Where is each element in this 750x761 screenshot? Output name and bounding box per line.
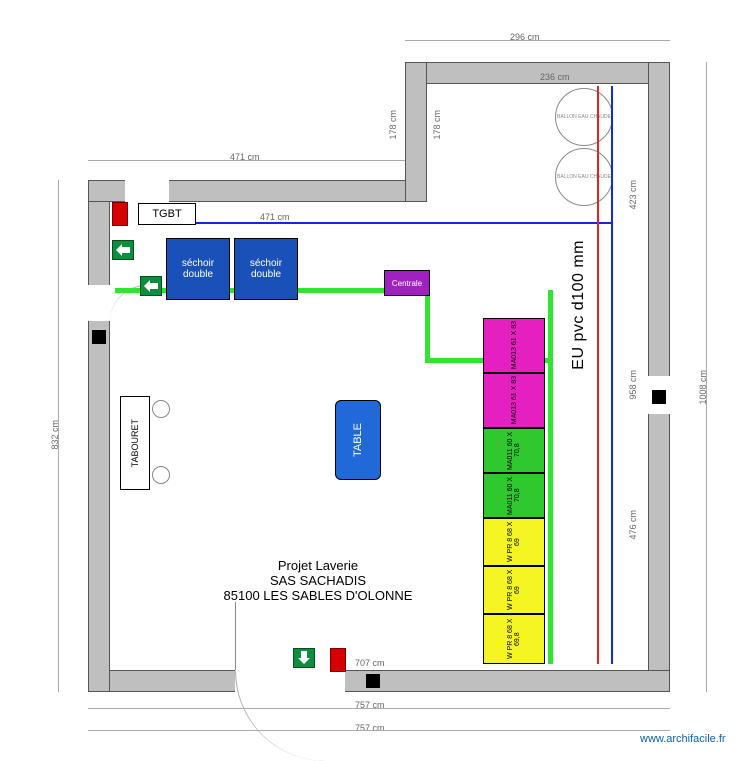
machine-pink-2-label: MA013 61 X 83 [511,376,518,424]
table-label: TABLE [352,423,364,457]
wall-top-right [405,62,670,84]
dim-757b: 757 cm [355,723,385,733]
machine-green-1: MA011 60 X 70,8 [483,428,545,473]
dim-line-left [58,180,59,692]
machine-yellow-3-label: W PR 8 68 X 69,8 [507,615,521,663]
dim-236: 236 cm [540,72,570,82]
table-box: TABLE [335,400,381,480]
exit-sign-1 [112,240,134,260]
door-gap-left [87,285,111,321]
centrale-box: Centrale [384,270,430,296]
title-block: Projet Laverie SAS SACHADIS 85100 LES SA… [198,558,438,603]
archifacile-link[interactable]: www.archifacile.fr [640,733,726,745]
machine-yellow-2: W PR 8 68 X 69 [483,566,545,614]
dim-707: 707 cm [355,658,385,668]
centrale-label: Centrale [392,279,422,288]
wall-notch-vert [405,62,427,202]
red-line-v [597,86,599,664]
blue-line-v [611,86,613,664]
dim-471b: 471 cm [260,212,290,222]
tabouret-stool-1 [152,400,170,418]
title-line1: Projet Laverie [198,558,438,573]
sechoir-2-label: séchoir double [235,258,297,280]
tabouret-stool-2 [152,466,170,484]
ballon-1: BALLON EAU CHAUDE [555,88,613,146]
tabouret-label: TABOURET [130,419,140,467]
dim-line-right [706,62,707,692]
sechoir-1-label: séchoir double [167,258,229,280]
tgbt-box: TGBT [138,203,196,225]
dim-line-top [405,40,670,41]
door-gap-top-left [125,179,169,203]
black-square-left [92,330,106,344]
blue-line-h [196,222,613,224]
green-line-v2 [548,290,553,664]
tgbt-label: TGBT [152,208,181,220]
exit-sign-3 [293,648,315,668]
wall-left [88,180,110,692]
floor-plan-canvas: 296 cm 471 cm 236 cm 178 cm 178 cm 471 c… [0,0,750,750]
machine-yellow-2-label: W PR 8 68 X 69 [507,567,521,613]
ballon-1-label: BALLON EAU CHAUDE [557,115,611,120]
dim-423: 423 cm [628,180,638,210]
dim-178l: 178 cm [388,110,398,140]
ballon-2-label: BALLON EAU CHAUDE [557,175,611,180]
pipe-label: EU pvc d100 mm [570,240,588,370]
machine-green-2: MA011 60 X 70,8 [483,473,545,518]
black-square-right [652,390,666,404]
machine-yellow-1-label: W PR 8 68 X 69 [507,519,521,565]
machine-green-1-label: MA011 60 X 70,8 [507,429,521,472]
dim-line-bot2 [88,730,670,731]
dim-476: 476 cm [628,510,638,540]
machine-yellow-3: W PR 8 68 X 69,8 [483,614,545,664]
tabouret-box: TABOURET [120,396,150,490]
dim-line-bot1 [88,708,670,709]
ballon-2: BALLON EAU CHAUDE [555,148,613,206]
machine-pink-2: MA013 61 X 83 [483,373,545,428]
door-leaf-bottom [235,602,236,670]
extinguisher-2 [330,648,346,672]
sechoir-1: séchoir double [166,238,230,300]
machine-green-2-label: MA011 60 X 70,8 [507,474,521,517]
machine-yellow-1: W PR 8 68 X 69 [483,518,545,566]
title-line2: SAS SACHADIS [198,573,438,588]
dim-178r: 178 cm [432,110,442,140]
black-square-bottom [366,674,380,688]
dim-line-471 [88,160,405,161]
green-line-v [425,288,430,363]
extinguisher-1 [112,202,128,226]
title-line3: 85100 LES SABLES D'OLONNE [198,588,438,603]
sechoir-2: séchoir double [234,238,298,300]
machine-pink-1: MA013 61 X 83 [483,318,545,373]
exit-sign-2 [140,276,162,296]
machine-pink-1-label: MA013 61 X 83 [511,321,518,369]
dim-958: 958 cm [628,370,638,400]
